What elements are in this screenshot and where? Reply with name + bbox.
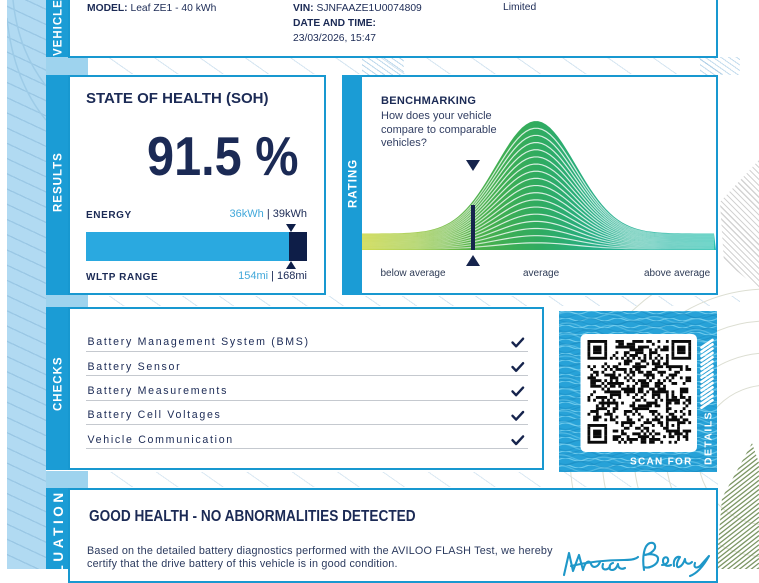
- svg-text:RESULTS: RESULTS: [53, 152, 65, 212]
- svg-text:RATING: RATING: [348, 159, 360, 208]
- svg-text:DETAILS: DETAILS: [703, 411, 715, 465]
- svg-text:VEHICLE: VEHICLE: [53, 0, 65, 56]
- svg-text:EVALUATION: EVALUATION: [51, 489, 66, 569]
- svg-text:CHECKS: CHECKS: [53, 356, 65, 411]
- svg-text:SCAN FOR: SCAN FOR: [630, 457, 693, 468]
